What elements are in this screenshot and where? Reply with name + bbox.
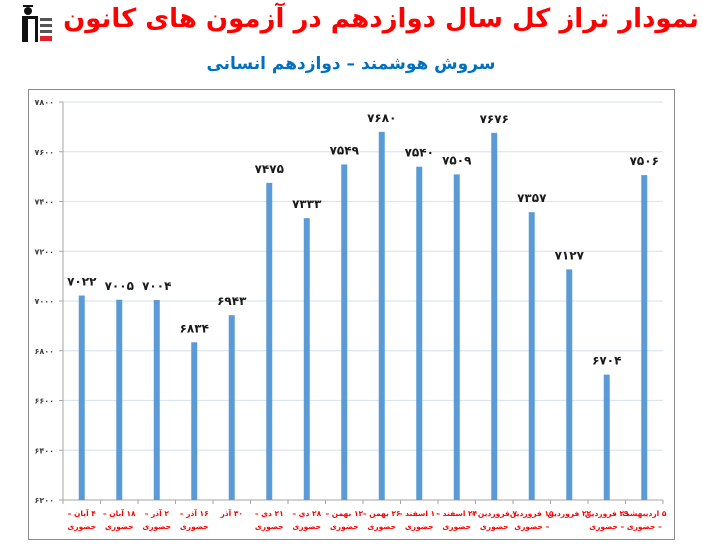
bar-value-label: ۷۵۰۶	[630, 154, 659, 168]
x-category-label: ۲۱ دی –	[255, 509, 284, 518]
x-category-label: حضوری	[330, 522, 359, 531]
bar	[228, 315, 235, 500]
x-category-label: حضوری	[442, 522, 471, 531]
bar	[603, 374, 610, 500]
bar-value-label: ۷۶۷۶	[480, 112, 509, 126]
x-category-label: حضوری	[405, 522, 434, 531]
x-category-label: ۲ آذر –	[145, 508, 170, 518]
x-category-label: حضوری	[180, 522, 209, 531]
bar	[266, 182, 273, 500]
bar	[378, 131, 385, 500]
x-category-label: حضوری	[367, 522, 396, 531]
bar-value-label: ۶۹۴۳	[217, 294, 247, 308]
x-category-label: – حضوری	[627, 522, 662, 531]
kanoon-logo-icon	[20, 4, 56, 44]
x-category-label: ۱۲ بهمن –	[325, 509, 363, 518]
bar	[453, 174, 460, 501]
y-tick-label: ۷۰۰۰	[34, 297, 54, 306]
chart-frame	[28, 89, 675, 540]
x-category-label: – حضوری	[514, 522, 549, 531]
x-category-label: ۱۵ فروردین	[510, 509, 554, 518]
bar-value-label: ۷۵۰۹	[442, 153, 472, 167]
bar-value-label: ۶۸۳۴	[180, 321, 209, 335]
x-category-label: ۲۴ اسفند –	[436, 509, 477, 518]
y-tick-label: ۶۴۰۰	[34, 446, 54, 455]
x-category-label: ۳۰ آذر	[219, 508, 243, 518]
bar	[78, 295, 85, 500]
bar-value-label: ۷۳۵۷	[517, 191, 547, 205]
x-category-label: ۲۲ فروردین	[547, 509, 591, 518]
y-tick-label: ۷۲۰۰	[34, 247, 54, 256]
bar-value-label: ۷۵۴۰	[405, 146, 434, 160]
bar	[528, 212, 535, 501]
y-tick-label: ۷۸۰۰	[34, 98, 54, 107]
bar	[303, 218, 310, 500]
y-tick-label: ۶۸۰۰	[34, 347, 54, 356]
bar	[341, 164, 348, 500]
x-category-label: حضوری	[142, 522, 171, 531]
x-category-label: – حضوری	[589, 522, 624, 531]
bar	[416, 166, 423, 501]
x-category-label: حضوری	[292, 522, 321, 531]
bar-value-label: ۷۰۰۴	[142, 279, 171, 293]
x-category-label: ۲۶ بهمن –	[363, 509, 401, 518]
x-category-label: ۲۸ دی –	[292, 509, 321, 518]
bar-value-label: ۶۷۰۴	[592, 354, 621, 368]
bar-value-label: ۷۵۴۹	[330, 143, 360, 157]
x-category-label: حضوری	[67, 522, 96, 531]
bar-value-label: ۷۶۸۰	[367, 111, 396, 125]
x-category-label: ۱۸ آبان –	[103, 508, 136, 518]
y-tick-label: ۶۲۰۰	[34, 496, 54, 505]
bar	[116, 299, 123, 500]
bar-value-label: ۷۱۲۷	[555, 248, 585, 262]
y-tick-label: ۶۶۰۰	[34, 397, 54, 406]
x-category-label: ۱۰ اسفند –	[399, 509, 440, 518]
x-category-label: ۲۹ فروردین	[585, 509, 629, 518]
y-tick-label: ۷۶۰۰	[34, 148, 54, 157]
chart-title: نمودار تراز کل سال دوازدهم در آزمون های …	[63, 4, 699, 34]
x-category-label: ۴ آبان –	[68, 508, 97, 518]
x-category-label: ۷ فروردین –	[471, 509, 517, 518]
bar-value-label: ۷۳۳۳	[292, 197, 322, 211]
x-category-label: ۱۶ آذر –	[180, 508, 209, 518]
bar-value-label: ۷۰۲۲	[67, 275, 97, 289]
bar	[191, 342, 198, 500]
chart-subtitle: سروش هوشمند – دوازدهم انسانی	[206, 54, 496, 74]
bar-value-label: ۷۰۰۵	[105, 279, 134, 293]
bar	[641, 175, 648, 500]
bar	[566, 269, 573, 500]
bar	[153, 300, 160, 500]
y-tick-label: ۷۴۰۰	[34, 198, 54, 207]
x-category-label: ۵ اردیبهشت	[622, 509, 667, 518]
x-category-label: حضوری	[480, 522, 509, 531]
x-category-label: حضوری	[105, 522, 134, 531]
bar	[491, 132, 498, 500]
x-category-label: حضوری	[255, 522, 284, 531]
bar-value-label: ۷۴۷۵	[255, 162, 284, 176]
